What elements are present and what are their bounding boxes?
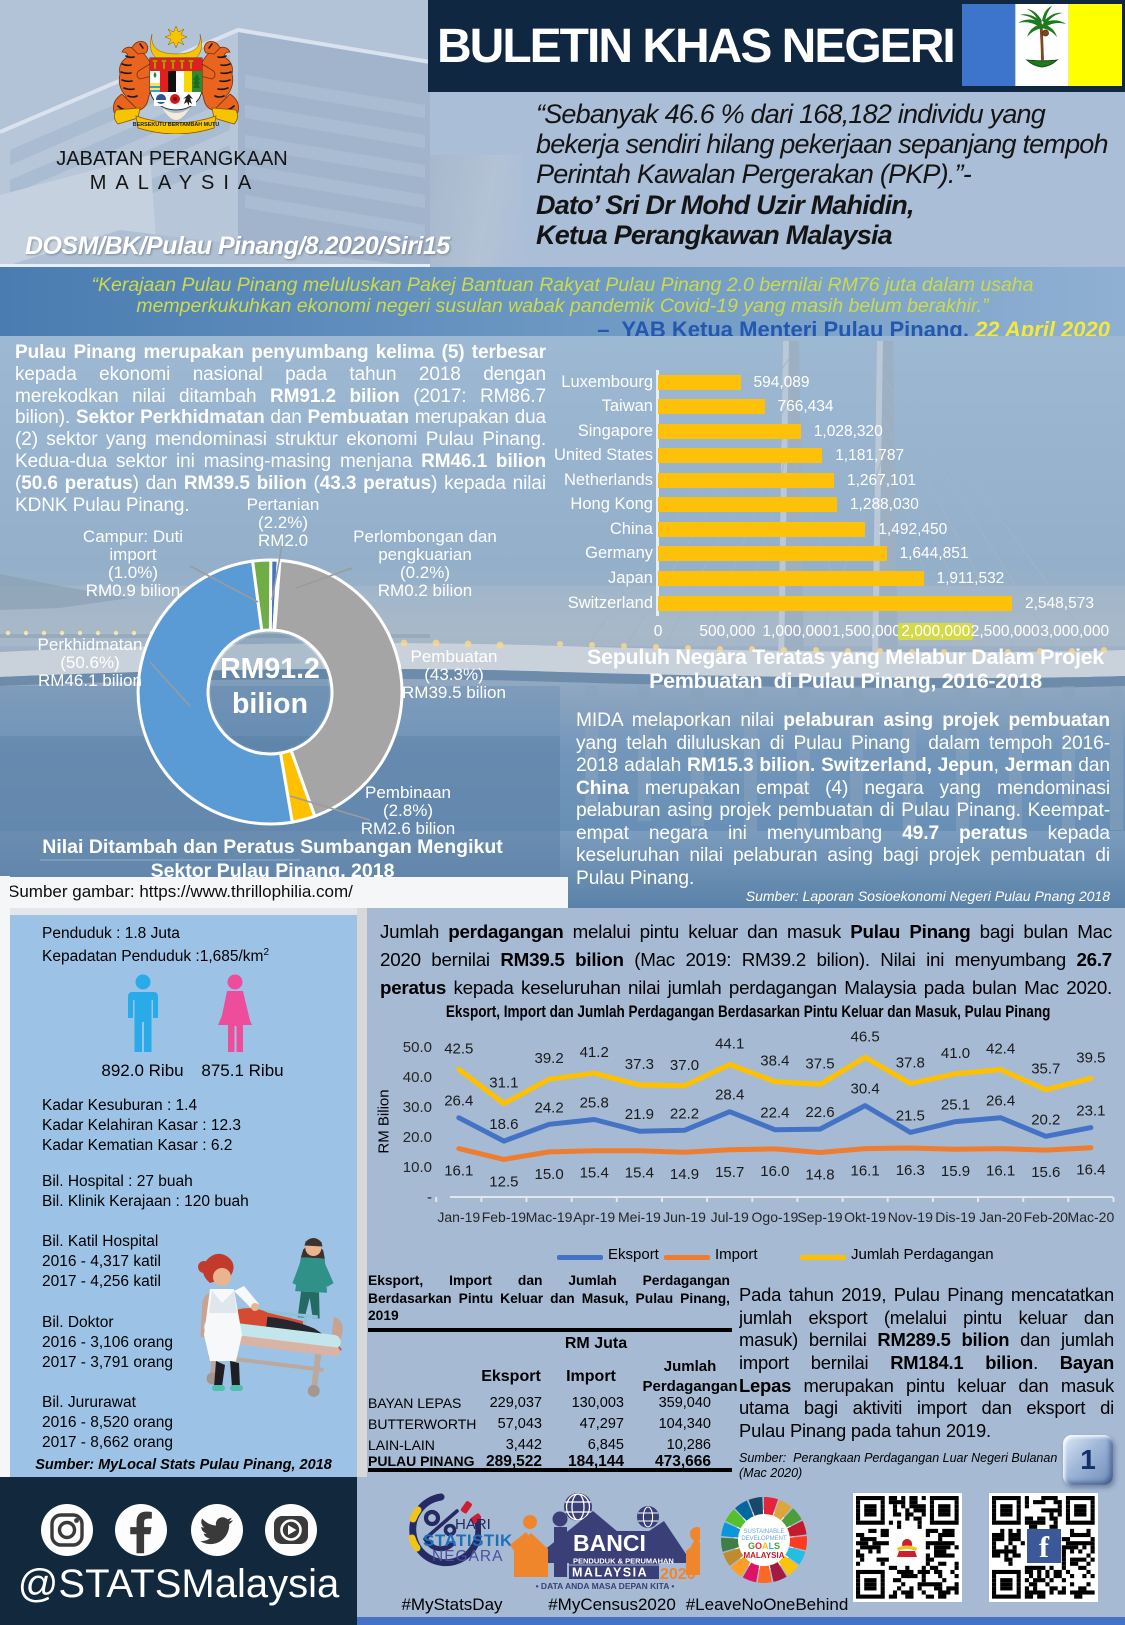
svg-text:35.7: 35.7 — [1031, 1061, 1060, 1078]
svg-text:f: f — [1039, 1531, 1050, 1564]
svg-text:BANCI: BANCI — [573, 1530, 646, 1556]
svg-text:39.2: 39.2 — [534, 1050, 563, 1067]
svg-text:Jan-19: Jan-19 — [437, 1209, 480, 1225]
svg-text:Mac-19: Mac-19 — [526, 1209, 573, 1225]
svg-text:GOALS: GOALS — [748, 1541, 780, 1551]
svg-text:31.1: 31.1 — [489, 1075, 518, 1092]
svg-text:14.8: 14.8 — [805, 1167, 834, 1184]
svg-text:Feb-19: Feb-19 — [482, 1209, 527, 1225]
svg-text:16.1: 16.1 — [986, 1163, 1015, 1180]
svg-text:44.1: 44.1 — [715, 1036, 744, 1053]
svg-text:41.2: 41.2 — [580, 1044, 609, 1061]
svg-text:MALAYSIA: MALAYSIA — [743, 1551, 784, 1560]
svg-text:Mac-20: Mac-20 — [1068, 1209, 1115, 1225]
svg-text:Jun-19: Jun-19 — [663, 1209, 706, 1225]
svg-text:Feb-20: Feb-20 — [1024, 1209, 1069, 1225]
svg-text:BERSEKUTU BERTAMBAH MUTU: BERSEKUTU BERTAMBAH MUTU — [133, 122, 220, 128]
svg-text:12.5: 12.5 — [489, 1173, 518, 1190]
svg-text:22.2: 22.2 — [670, 1105, 699, 1122]
svg-text:23.1: 23.1 — [1076, 1103, 1105, 1120]
svg-text:50.0: 50.0 — [403, 1039, 432, 1056]
svg-text:37.3: 37.3 — [625, 1056, 654, 1073]
svg-text:Nov-19: Nov-19 — [888, 1209, 933, 1225]
svg-text:Jan-20: Jan-20 — [979, 1209, 1022, 1225]
svg-text:26.4: 26.4 — [444, 1093, 473, 1110]
svg-text:15.9: 15.9 — [941, 1163, 970, 1180]
svg-text:Dis-19: Dis-19 — [935, 1209, 976, 1225]
svg-text:30.0: 30.0 — [403, 1099, 432, 1116]
svg-text:MALAYSIA: MALAYSIA — [572, 1566, 648, 1580]
svg-text:22.4: 22.4 — [760, 1105, 789, 1122]
svg-text:14.9: 14.9 — [670, 1166, 699, 1183]
svg-text:16.4: 16.4 — [1076, 1162, 1105, 1179]
svg-text:40.0: 40.0 — [403, 1069, 432, 1086]
svg-text:15.6: 15.6 — [1031, 1164, 1060, 1181]
svg-text:16.1: 16.1 — [444, 1163, 473, 1180]
svg-text:39.5: 39.5 — [1076, 1049, 1105, 1066]
svg-text:38.4: 38.4 — [760, 1053, 789, 1070]
svg-text:15.4: 15.4 — [625, 1165, 654, 1182]
svg-text:SUSTAINABLE: SUSTAINABLE — [744, 1529, 785, 1535]
svg-text:22.6: 22.6 — [805, 1104, 834, 1121]
svg-text:Ogo-19: Ogo-19 — [752, 1209, 799, 1225]
svg-text:15.0: 15.0 — [534, 1166, 563, 1183]
svg-text:16.0: 16.0 — [760, 1163, 789, 1180]
svg-text:21.5: 21.5 — [896, 1107, 925, 1124]
svg-text:25.8: 25.8 — [580, 1095, 609, 1112]
svg-text:37.8: 37.8 — [896, 1054, 925, 1071]
svg-text:-: - — [427, 1189, 432, 1206]
svg-text:42.4: 42.4 — [986, 1041, 1015, 1058]
svg-text:41.0: 41.0 — [941, 1045, 970, 1062]
svg-text:28.4: 28.4 — [715, 1087, 744, 1104]
svg-text:16.3: 16.3 — [896, 1162, 925, 1179]
svg-text:Okt-19: Okt-19 — [844, 1209, 886, 1225]
svg-text:46.5: 46.5 — [850, 1030, 879, 1045]
svg-text:2020: 2020 — [660, 1566, 696, 1583]
svg-text:26.4: 26.4 — [986, 1093, 1015, 1110]
svg-text:Apr-19: Apr-19 — [573, 1209, 615, 1225]
svg-text:15.7: 15.7 — [715, 1164, 744, 1181]
svg-text:PENDUDUK & PERUMAHAN: PENDUDUK & PERUMAHAN — [573, 1557, 674, 1566]
svg-text:42.5: 42.5 — [444, 1040, 473, 1057]
svg-text:Mei-19: Mei-19 — [618, 1209, 661, 1225]
svg-text:10.0: 10.0 — [403, 1159, 432, 1176]
svg-text:25.1: 25.1 — [941, 1097, 970, 1114]
svg-text:37.0: 37.0 — [670, 1057, 699, 1074]
svg-text:Jul-19: Jul-19 — [711, 1209, 749, 1225]
svg-text:37.5: 37.5 — [805, 1055, 834, 1072]
svg-text:DEVELOPMENT: DEVELOPMENT — [741, 1536, 787, 1542]
svg-text:20.0: 20.0 — [403, 1129, 432, 1146]
svg-text:15.4: 15.4 — [580, 1165, 609, 1182]
svg-text:18.6: 18.6 — [489, 1116, 518, 1133]
svg-text:21.9: 21.9 — [625, 1106, 654, 1123]
svg-text:30.4: 30.4 — [850, 1081, 879, 1098]
svg-text:24.2: 24.2 — [534, 1099, 563, 1116]
svg-text:16.1: 16.1 — [850, 1163, 879, 1180]
svg-text:Sep-19: Sep-19 — [797, 1209, 842, 1225]
svg-text:20.2: 20.2 — [1031, 1111, 1060, 1128]
